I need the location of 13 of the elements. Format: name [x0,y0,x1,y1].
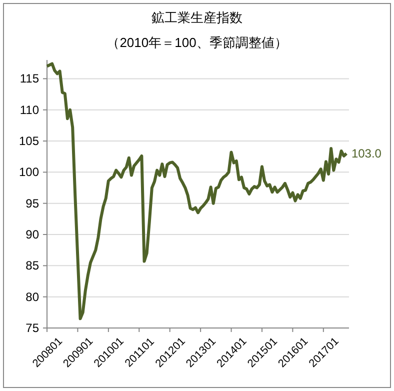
line-series [46,62,348,320]
y-tick-label: 90 [26,228,40,242]
y-tick-label: 85 [26,258,40,273]
y-tick-label: 105 [18,134,40,148]
data-label: 103.0 [351,146,382,160]
y-tick-label: 80 [26,290,40,304]
chart-subtitle: （2010年＝100、季節調整値） [106,35,288,50]
y-tick-label: 115 [20,72,40,86]
y-tick-label: 75 [26,321,40,335]
y-tick-label: 100 [18,165,40,180]
y-tick-label: 95 [26,196,40,210]
chart-title: 鉱工業生産指数 [152,10,242,25]
y-tick-label: 110 [20,102,40,117]
